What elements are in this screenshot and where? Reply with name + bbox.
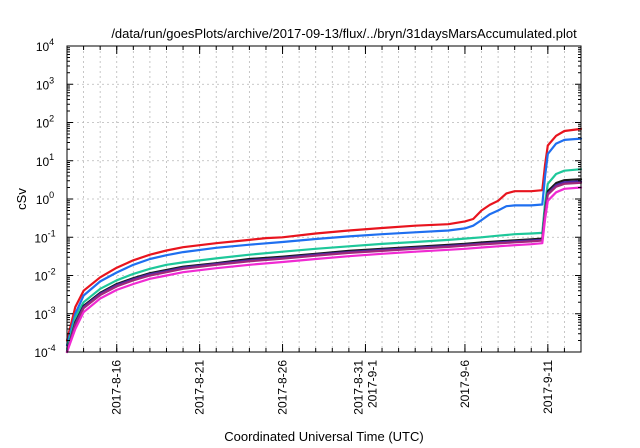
x-tick-label: 2017-9-11 bbox=[541, 360, 555, 414]
series-line-7 bbox=[65, 186, 583, 354]
x-tick-label: 2017-8-26 bbox=[276, 360, 290, 415]
y-tick-label: 10-3 bbox=[34, 305, 55, 322]
x-tick-label: 2017-8-21 bbox=[193, 360, 207, 415]
y-axis: 10-4 10-3 10-2 10-1 100 101 102 103 104 bbox=[34, 37, 581, 360]
y-tick-label: 102 bbox=[36, 114, 54, 131]
y-tick-label: 10-2 bbox=[34, 267, 55, 284]
x-tick-label: 2017-8-31 bbox=[351, 360, 365, 415]
y-tick-label: 100 bbox=[36, 190, 54, 207]
series-group bbox=[65, 127, 583, 354]
y-tick-label: 101 bbox=[36, 152, 54, 169]
y-tick-label: 103 bbox=[36, 75, 54, 92]
x-tick-label: 2017-9-1 bbox=[365, 360, 379, 408]
x-tick-label: 2017-9-6 bbox=[458, 360, 472, 408]
x-tick-label: 2017-8-16 bbox=[110, 360, 124, 415]
grid bbox=[67, 46, 581, 352]
y-tick-label: 104 bbox=[36, 37, 54, 54]
chart-title: /data/run/goesPlots/archive/2017-09-13/f… bbox=[111, 26, 577, 41]
y-tick-label: 10-4 bbox=[34, 343, 55, 360]
series-line-2 bbox=[65, 137, 583, 347]
x-axis-label: Coordinated Universal Time (UTC) bbox=[224, 429, 423, 444]
y-tick-label: 10-1 bbox=[34, 228, 55, 245]
x-axis: 2017-8-16 2017-8-21 2017-8-26 2017-8-31 2017… bbox=[83, 46, 565, 415]
series-line-1 bbox=[65, 127, 583, 342]
y-axis-label: cSv bbox=[14, 188, 29, 210]
